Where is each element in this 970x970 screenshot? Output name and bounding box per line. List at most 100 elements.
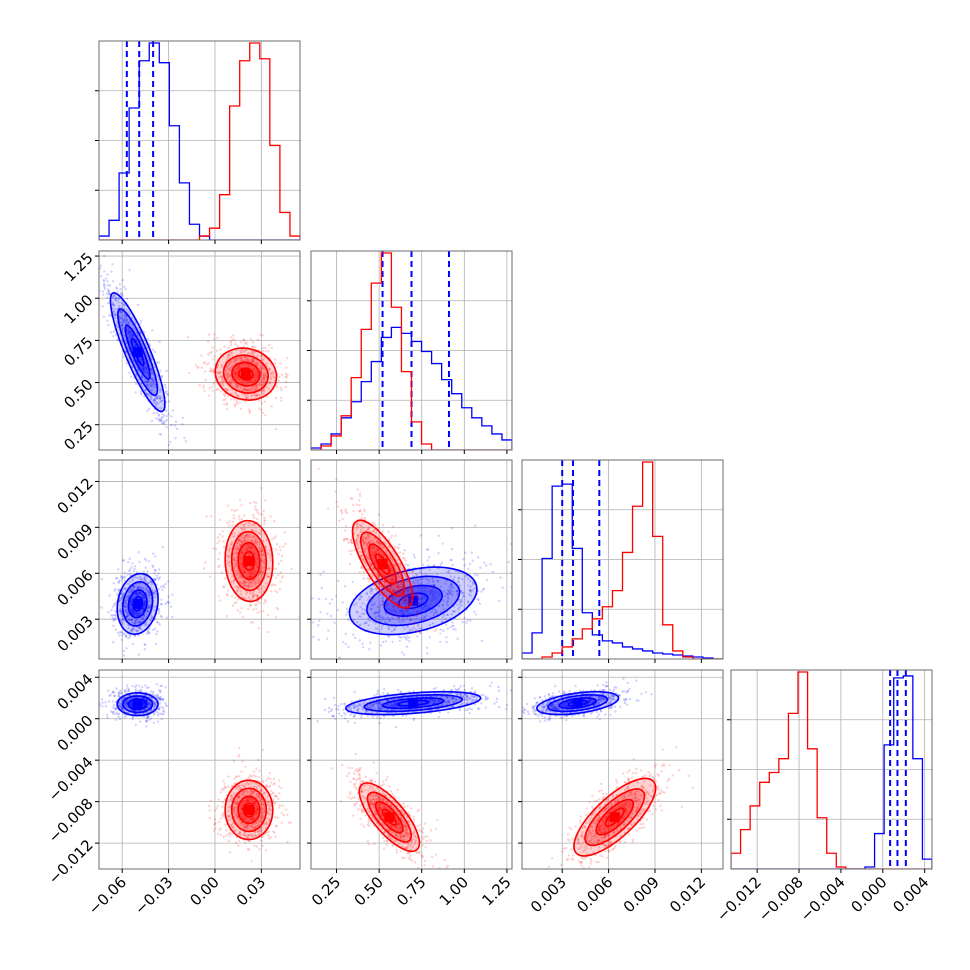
scatter-point: [261, 391, 264, 394]
scatter-point: [252, 570, 255, 573]
scatter-point: [451, 564, 454, 567]
scatter-point: [111, 301, 115, 304]
scatter-point: [120, 324, 123, 327]
scatter-point: [225, 559, 229, 562]
scatter-point: [157, 697, 160, 700]
scatter-point: [167, 580, 170, 583]
scatter-point: [248, 534, 251, 537]
scatter-point: [228, 555, 231, 559]
scatter-point: [458, 584, 461, 587]
scatter-point: [112, 312, 116, 315]
scatter-point: [412, 580, 415, 583]
scatter-point: [207, 394, 210, 397]
scatter-point: [367, 541, 371, 544]
scatter-point: [274, 535, 277, 538]
scatter-point: [225, 593, 229, 596]
scatter-point: [439, 628, 442, 631]
scatter-point: [150, 696, 154, 700]
scatter-point: [107, 288, 110, 291]
scatter-point: [405, 601, 408, 604]
scatter-point: [155, 574, 158, 577]
scatter-point: [463, 616, 466, 620]
scatter-point: [253, 388, 257, 392]
scatter-point: [361, 646, 365, 649]
scatter-point: [234, 369, 237, 372]
scatter-point: [224, 373, 228, 376]
scatter-point: [238, 587, 241, 591]
scatter-point: [221, 379, 224, 382]
scatter-point: [135, 571, 138, 574]
scatter-point: [241, 527, 244, 531]
scatter-point: [120, 576, 123, 579]
scatter-point: [362, 542, 365, 545]
scatter-point: [221, 384, 224, 387]
scatter-point: [398, 585, 401, 588]
scatter-point: [341, 517, 344, 521]
scatter-point: [144, 367, 148, 370]
scatter-point: [412, 553, 416, 557]
scatter-point: [212, 382, 215, 385]
scatter-point: [401, 570, 405, 573]
scatter-point: [111, 700, 115, 703]
scatter-point: [250, 394, 253, 397]
scatter-point: [107, 289, 110, 293]
scatter-point: [376, 589, 379, 592]
scatter-point: [402, 613, 405, 616]
scatter-point: [285, 376, 288, 379]
scatter-point: [200, 354, 203, 357]
scatter-point: [247, 365, 250, 369]
scatter-point: [121, 631, 125, 635]
scatter-point: [451, 594, 454, 597]
scatter-point: [392, 589, 395, 592]
scatter-point: [417, 601, 420, 605]
scatter-point: [101, 290, 105, 293]
scatter-point: [248, 380, 251, 383]
scatter-point: [131, 717, 134, 721]
scatter-point: [147, 686, 150, 689]
scatter-point: [107, 700, 111, 703]
scatter-point: [437, 605, 441, 608]
scatter-point: [370, 553, 373, 556]
scatter-point: [250, 546, 253, 549]
scatter-point: [249, 379, 253, 383]
scatter-point: [241, 568, 244, 572]
scatter-point: [427, 606, 430, 609]
scatter-point: [367, 529, 370, 532]
scatter-point: [134, 344, 137, 347]
scatter-point: [236, 589, 239, 592]
scatter-point: [174, 420, 178, 423]
scatter-point: [149, 703, 152, 706]
scatter-point: [269, 372, 273, 375]
scatter-point: [173, 424, 177, 427]
scatter-point: [428, 623, 432, 627]
scatter-point: [130, 618, 133, 622]
scatter-point: [435, 595, 439, 598]
scatter-point: [247, 363, 250, 367]
scatter-point: [397, 572, 400, 575]
scatter-point: [253, 368, 256, 371]
scatter-point: [129, 599, 133, 603]
contour-1: [222, 354, 269, 394]
scatter-point: [124, 635, 128, 638]
scatter-point: [123, 571, 127, 575]
scatter-point: [262, 377, 265, 380]
scatter-point: [427, 548, 430, 551]
scatter-point: [485, 578, 489, 581]
scatter-point: [131, 334, 134, 337]
scatter-point: [428, 636, 431, 639]
scatter-point: [246, 388, 249, 392]
scatter-point: [361, 539, 364, 542]
scatter-point: [239, 593, 243, 596]
scatter-point: [233, 578, 236, 581]
scatter-point: [393, 628, 396, 631]
scatter-point: [250, 582, 254, 585]
scatter-point: [380, 593, 383, 596]
scatter-point: [143, 601, 146, 605]
scatter-point: [274, 589, 277, 592]
scatter-point: [367, 557, 371, 560]
scatter-point: [162, 713, 165, 716]
scatter-point: [362, 544, 365, 547]
contour-1: [122, 581, 154, 627]
scatter-point: [130, 589, 134, 592]
scatter-point: [131, 715, 135, 719]
